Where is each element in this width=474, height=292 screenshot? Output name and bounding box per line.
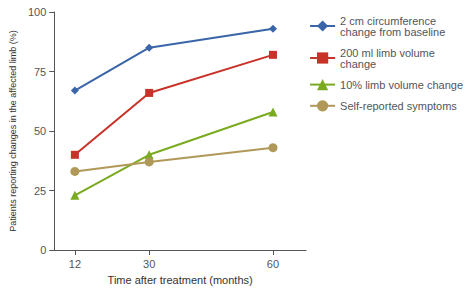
svg-text:change from baseline: change from baseline	[340, 26, 445, 38]
svg-text:0: 0	[40, 244, 46, 256]
svg-text:change: change	[340, 58, 376, 70]
svg-text:50: 50	[34, 125, 46, 137]
svg-text:12: 12	[69, 258, 81, 270]
svg-text:2 cm circumference: 2 cm circumference	[340, 14, 437, 27]
svg-text:Time after treatment (months): Time after treatment (months)	[108, 274, 253, 286]
svg-text:Patients reporting changes in: Patients reporting changes in the affect…	[8, 30, 18, 231]
svg-text:75: 75	[34, 66, 46, 78]
svg-text:25: 25	[34, 185, 46, 197]
svg-text:30: 30	[143, 258, 155, 270]
svg-text:Self-reported symptoms: Self-reported symptoms	[340, 100, 457, 112]
svg-text:60: 60	[267, 258, 279, 270]
svg-text:200 ml limb volume: 200 ml limb volume	[340, 46, 435, 59]
svg-text:10% limb volume change: 10% limb volume change	[340, 79, 463, 91]
svg-text:100: 100	[28, 6, 46, 18]
